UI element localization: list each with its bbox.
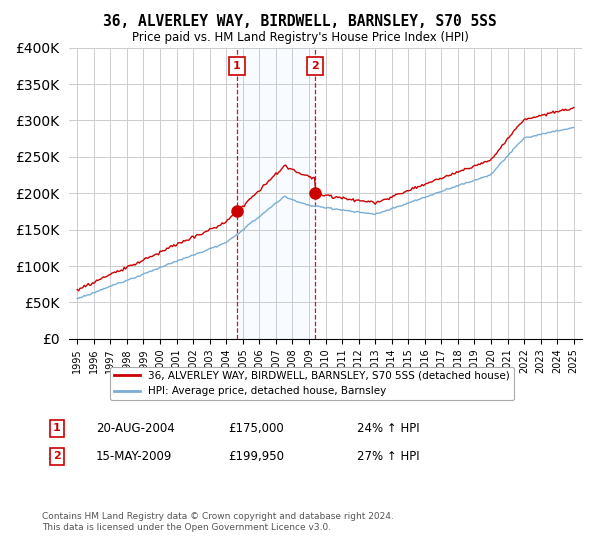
Text: 15-MAY-2009: 15-MAY-2009	[96, 450, 172, 463]
Text: 24% ↑ HPI: 24% ↑ HPI	[357, 422, 419, 435]
Text: 20-AUG-2004: 20-AUG-2004	[96, 422, 175, 435]
Text: 1: 1	[53, 423, 61, 433]
Text: 2: 2	[311, 61, 319, 71]
Text: Contains HM Land Registry data © Crown copyright and database right 2024.
This d: Contains HM Land Registry data © Crown c…	[42, 512, 394, 532]
Text: 1: 1	[233, 61, 241, 71]
Text: 27% ↑ HPI: 27% ↑ HPI	[357, 450, 419, 463]
Text: 36, ALVERLEY WAY, BIRDWELL, BARNSLEY, S70 5SS: 36, ALVERLEY WAY, BIRDWELL, BARNSLEY, S7…	[103, 14, 497, 29]
Legend: 36, ALVERLEY WAY, BIRDWELL, BARNSLEY, S70 5SS (detached house), HPI: Average pri: 36, ALVERLEY WAY, BIRDWELL, BARNSLEY, S7…	[110, 367, 514, 400]
Bar	[237, 48, 315, 339]
Text: £199,950: £199,950	[228, 450, 284, 463]
Text: Price paid vs. HM Land Registry's House Price Index (HPI): Price paid vs. HM Land Registry's House …	[131, 31, 469, 44]
Text: 2: 2	[53, 451, 61, 461]
Text: £175,000: £175,000	[228, 422, 284, 435]
